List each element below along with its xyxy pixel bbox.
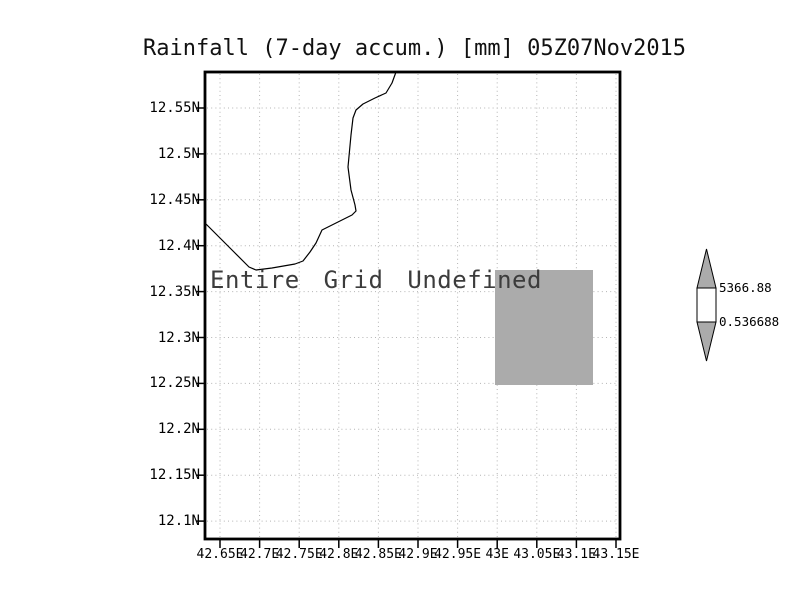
undefined-fill-region	[495, 270, 593, 385]
colorbar-box	[696, 287, 717, 323]
x-axis-label: 43E	[485, 547, 509, 562]
y-axis-label: 12.1N	[157, 513, 200, 530]
y-axis-label: 12.3N	[157, 329, 200, 346]
plot-title: Rainfall (7-day accum.) [mm] 05Z07Nov201…	[143, 36, 687, 61]
colorbar-down-arrow-icon	[696, 321, 717, 362]
x-axis-label: 42.7E	[240, 547, 280, 562]
x-axis-label: 43.05E	[513, 547, 561, 562]
x-axis-label: 42.85E	[354, 547, 402, 562]
y-axis-label: 12.5N	[157, 145, 200, 162]
y-axis-label: 12.15N	[149, 467, 200, 484]
y-axis-label: 12.2N	[157, 421, 200, 438]
colorbar-max-label: 5366.88	[719, 280, 772, 295]
x-axis-label: 42.65E	[196, 547, 244, 562]
y-axis-label: 12.35N	[149, 283, 200, 300]
y-axis-label: 12.25N	[149, 375, 200, 392]
coastline-path	[205, 71, 397, 271]
x-axis-label: 42.75E	[275, 547, 323, 562]
plot-area	[196, 70, 622, 548]
y-axis-label: 12.55N	[149, 100, 200, 116]
x-axis-label: 42.9E	[398, 547, 438, 562]
y-axis-label: 12.4N	[157, 237, 200, 254]
colorbar-min-label: 0.536688	[719, 314, 780, 329]
plot-frame	[203, 70, 622, 541]
x-axis-label: 42.8E	[319, 547, 359, 562]
x-axis-label: 43.1E	[556, 547, 596, 562]
y-axis-label: 12.45N	[149, 191, 200, 208]
x-axis-label: 42.95E	[434, 547, 482, 562]
colorbar-up-arrow-icon	[696, 248, 717, 289]
entire-grid-undefined-text: Entire Grid Undefined	[210, 266, 542, 294]
colorbar	[696, 248, 717, 362]
x-axis-label: 43.15E	[592, 547, 640, 562]
